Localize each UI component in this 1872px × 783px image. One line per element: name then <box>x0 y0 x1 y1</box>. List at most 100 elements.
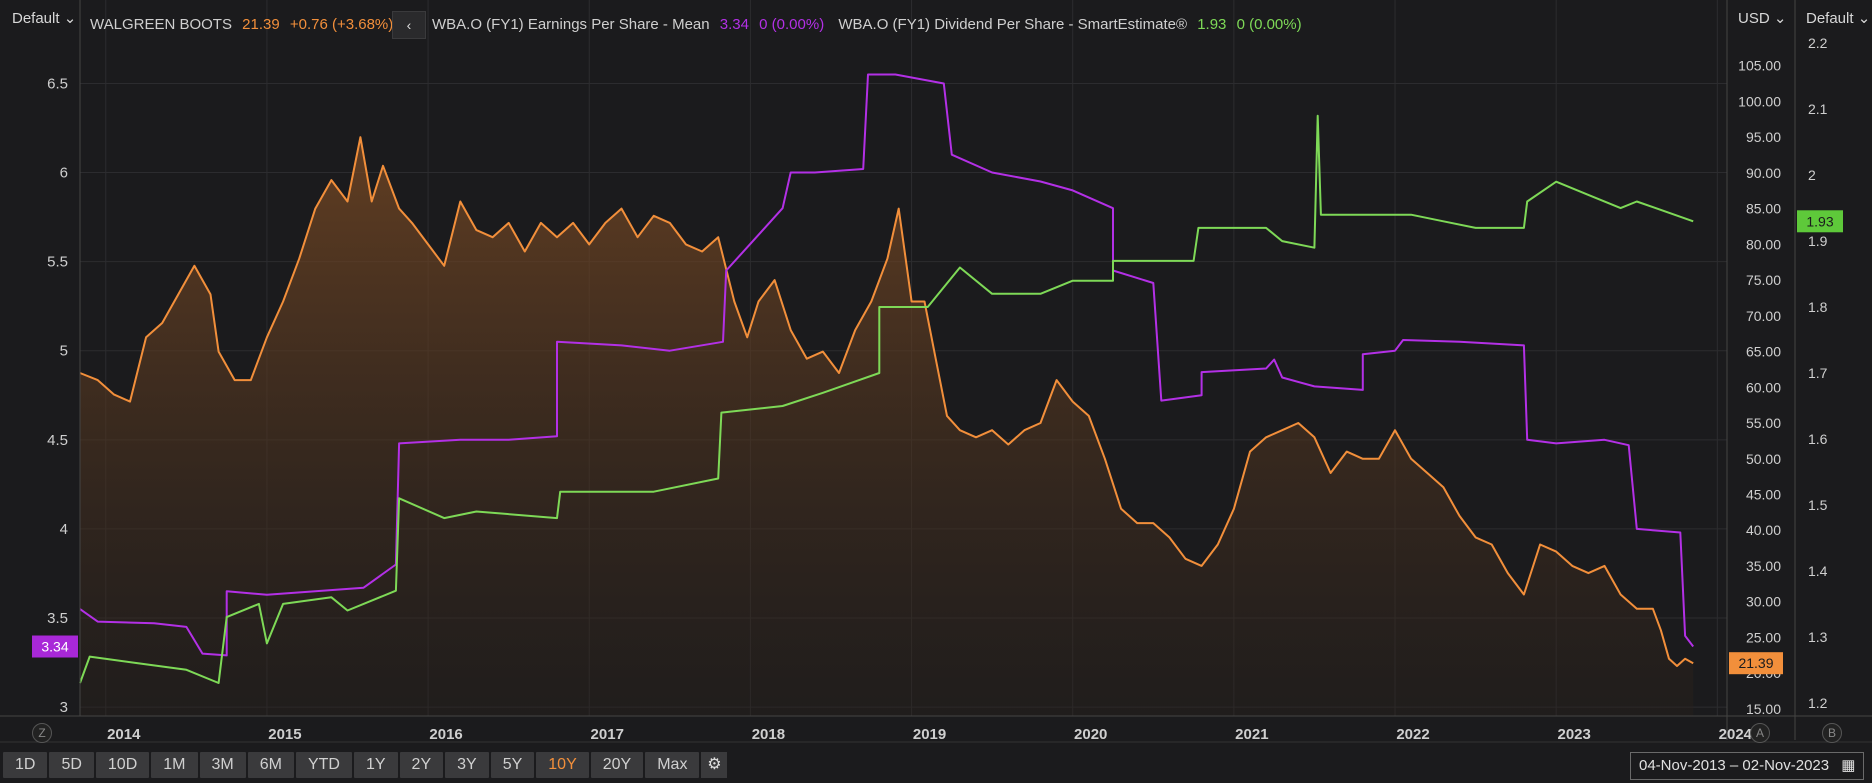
legend-change-eps: 0 (0.00%) <box>759 16 825 33</box>
legend-name-eps[interactable]: WBA.O (FY1) Earnings Per Share - Mean <box>432 16 710 33</box>
dps-tick-label: 2.2 <box>1808 35 1828 51</box>
eps-tick-label: 5.5 <box>47 254 68 271</box>
legend-value-eps: 3.34 <box>719 16 749 33</box>
price-area-fill <box>80 137 1694 716</box>
legend-change-price: +0.76 (+3.68%) <box>289 16 394 33</box>
price-tick-label: 30.00 <box>1746 594 1781 610</box>
left-axis-dropdown[interactable]: Default ⌄ <box>12 9 76 27</box>
range-button-6m[interactable]: 6M <box>247 752 294 778</box>
dps-tick-label: 1.5 <box>1808 497 1828 513</box>
chevron-down-icon: ⌄ <box>1773 10 1787 27</box>
legend-collapse-button[interactable]: ‹ <box>392 11 426 39</box>
date-range-picker[interactable]: 04-Nov-2013 – 02-Nov-2023 ▦ <box>1630 752 1865 780</box>
legend-name-price[interactable]: WALGREEN BOOTS <box>90 16 232 33</box>
range-button-3m[interactable]: 3M <box>199 752 246 778</box>
price-tick-label: 80.00 <box>1746 236 1781 252</box>
x-tick-label: 2021 <box>1235 726 1268 743</box>
eps-tick-label: 3 <box>60 699 68 716</box>
price-tick-label: 40.00 <box>1746 522 1781 538</box>
price-tick-label: 35.00 <box>1746 558 1781 574</box>
price-end-tag-bg <box>1729 652 1783 675</box>
price-tick-label: 60.00 <box>1746 379 1781 395</box>
eps-tick-label: 5 <box>60 343 68 360</box>
range-button-20y[interactable]: 20Y <box>590 752 644 778</box>
range-button-1d[interactable]: 1D <box>3 752 48 778</box>
eps-tick-label: 3.5 <box>47 610 68 627</box>
price-tick-label: 65.00 <box>1746 344 1781 360</box>
range-button-2y[interactable]: 2Y <box>399 752 444 778</box>
legend-change-dps: 0 (0.00%) <box>1236 16 1302 33</box>
range-button-10d[interactable]: 10D <box>95 752 150 778</box>
dps-end-tag-bg <box>1797 210 1843 233</box>
price-tick-label: 90.00 <box>1746 165 1781 181</box>
price-tick-label: 55.00 <box>1746 415 1781 431</box>
zoom-button-z[interactable]: Z <box>32 723 52 743</box>
dps-tick-label: 1.3 <box>1808 629 1828 645</box>
chevron-left-icon: ‹ <box>406 17 412 33</box>
dps-tick-label: 1.8 <box>1808 299 1828 315</box>
dps-end-tag: 1.93 <box>1806 213 1833 229</box>
dps-tick-label: 1.7 <box>1808 365 1828 381</box>
price-tick-label: 15.00 <box>1746 701 1781 717</box>
gear-icon[interactable]: ⚙ <box>701 752 728 778</box>
x-tick-label: 2014 <box>107 726 141 743</box>
chart-legend: WALGREEN BOOTS 21.39 +0.76 (+3.68%) <box>90 16 399 33</box>
usd-axis-label: USD <box>1738 10 1770 27</box>
x-tick-label: 2023 <box>1557 726 1590 743</box>
price-tick-label: 105.00 <box>1738 58 1781 74</box>
range-buttons: 1D 5D 10D 1M 3M 6M YTD 1Y 2Y 3Y 5Y 10Y 20Y Max ⚙ <box>3 752 728 778</box>
x-tick-label: 2020 <box>1074 726 1107 743</box>
legend-name-dps[interactable]: WBA.O (FY1) Dividend Per Share - SmartEs… <box>838 16 1188 33</box>
eps-tick-label: 6 <box>60 165 68 182</box>
dps-tick-label: 1.2 <box>1808 695 1828 711</box>
x-tick-label: 2015 <box>268 726 301 743</box>
price-tick-label: 100.00 <box>1738 93 1781 109</box>
eps-end-tag: 3.34 <box>41 639 68 655</box>
series-line-0[interactable] <box>79 136 1694 667</box>
price-end-tag: 21.39 <box>1738 655 1773 671</box>
x-tick-label: 2018 <box>752 726 785 743</box>
price-tick-label: 70.00 <box>1746 308 1781 324</box>
price-tick-label: 45.00 <box>1746 486 1781 502</box>
dps-tick-label: 1.4 <box>1808 563 1828 579</box>
x-tick-label: 2019 <box>913 726 946 743</box>
eps-tick-label: 4.5 <box>47 432 68 449</box>
chart-legend-estimates: WBA.O (FY1) Earnings Per Share - Mean 3.… <box>432 16 1308 33</box>
series-line-1[interactable] <box>79 73 1694 657</box>
eps-tick-label: 6.5 <box>47 75 68 92</box>
series-line-2[interactable] <box>79 114 1694 684</box>
price-tick-label: 75.00 <box>1746 272 1781 288</box>
range-button-max[interactable]: Max <box>645 752 700 778</box>
x-tick-label: 2016 <box>429 726 462 743</box>
calendar-icon: ▦ <box>1841 757 1856 774</box>
date-range-text: 04-Nov-2013 – 02-Nov-2023 <box>1639 757 1830 774</box>
price-tick-label: 95.00 <box>1746 129 1781 145</box>
range-button-5y[interactable]: 5Y <box>490 752 535 778</box>
chevron-down-icon: ⌄ <box>63 10 77 27</box>
range-button-1m[interactable]: 1M <box>151 752 198 778</box>
axis-button-a[interactable]: A <box>1750 723 1770 743</box>
dps-tick-label: 1.6 <box>1808 431 1828 447</box>
legend-value-price: 21.39 <box>242 16 280 33</box>
legend-value-dps: 1.93 <box>1197 16 1227 33</box>
right-axis-dropdown[interactable]: Default ⌄ <box>1806 9 1870 27</box>
usd-axis-dropdown[interactable]: USD ⌄ <box>1738 9 1786 27</box>
range-button-5d[interactable]: 5D <box>49 752 94 778</box>
left-axis-label: Default <box>12 10 60 27</box>
range-button-10y[interactable]: 10Y <box>536 752 589 778</box>
range-button-1y[interactable]: 1Y <box>353 752 398 778</box>
dps-tick-label: 2 <box>1808 167 1816 183</box>
right-axis-label: Default <box>1806 10 1854 27</box>
axis-button-b[interactable]: B <box>1822 723 1842 743</box>
price-tick-label: 25.00 <box>1746 629 1781 645</box>
x-tick-label: 2017 <box>591 726 624 743</box>
x-tick-label: 2024 <box>1719 726 1753 743</box>
dps-tick-label: 1.9 <box>1808 233 1828 249</box>
eps-tick-label: 4 <box>60 521 68 538</box>
range-button-3y[interactable]: 3Y <box>445 752 489 778</box>
dps-tick-label: 2.1 <box>1808 101 1828 117</box>
range-button-ytd[interactable]: YTD <box>295 752 352 778</box>
price-tick-label: 50.00 <box>1746 451 1781 467</box>
x-tick-label: 2022 <box>1396 726 1429 743</box>
